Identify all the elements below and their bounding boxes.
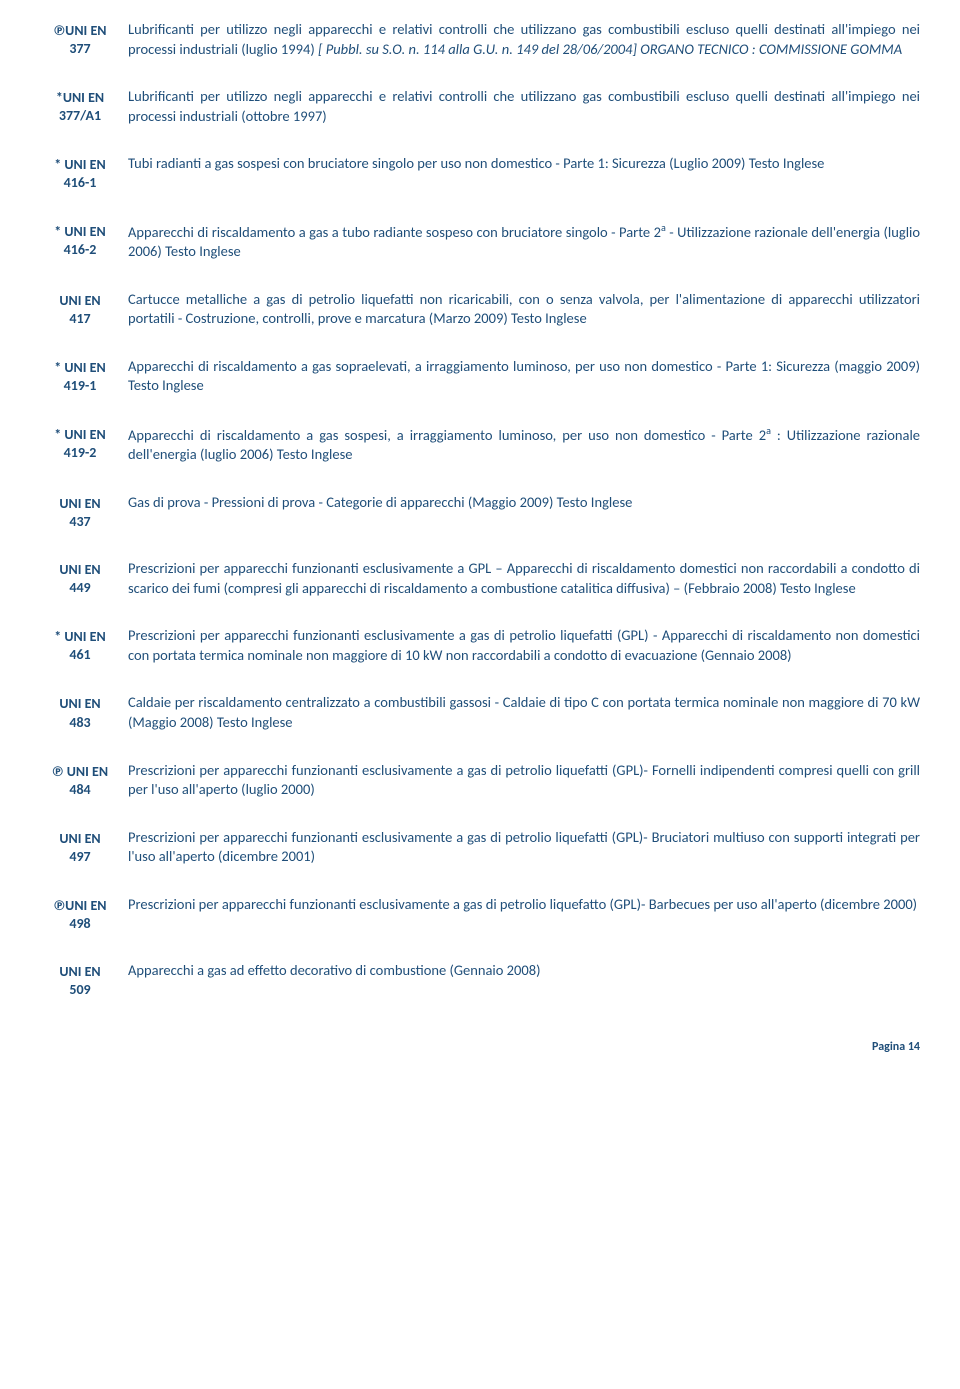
standard-description: Apparecchi di riscaldamento a gas a tubo… (120, 221, 920, 262)
standard-code: ℗UNI EN377 (40, 20, 120, 58)
page-footer: Pagina 14 (40, 1040, 920, 1054)
description-text: Cartucce metalliche a gas di petrolio li… (128, 290, 920, 328)
standard-entry: * UNI EN419-1Apparecchi di riscaldamento… (40, 357, 920, 396)
standard-description: Prescrizioni per apparecchi funzionanti … (120, 559, 920, 598)
standard-description: Tubi radianti a gas sospesi con bruciato… (120, 154, 920, 174)
standard-code: * UNI EN461 (40, 626, 120, 664)
standard-description: Apparecchi di riscaldamento a gas soprae… (120, 357, 920, 396)
code-line1: UNI EN (40, 695, 120, 713)
standard-code: UNI EN497 (40, 828, 120, 866)
description-text: Prescrizioni per apparecchi funzionanti … (128, 895, 917, 913)
code-line2: 417 (40, 310, 120, 328)
standard-description: Prescrizioni per apparecchi funzionanti … (120, 626, 920, 665)
standard-code: UNI EN449 (40, 559, 120, 597)
code-line2: 498 (40, 915, 120, 933)
description-text: Apparecchi di riscaldamento a gas a tubo… (128, 222, 661, 240)
code-line1: UNI EN (40, 495, 120, 513)
standard-description: Prescrizioni per apparecchi funzionanti … (120, 761, 920, 800)
standard-code: *UNI EN377/A1 (40, 87, 120, 125)
code-line1: * UNI EN (40, 628, 120, 646)
standard-code: * UNI EN416-1 (40, 154, 120, 192)
standard-description: Lubrificanti per utilizzo negli apparecc… (120, 87, 920, 126)
code-line2: 461 (40, 646, 120, 664)
standard-entry: ℗UNI EN377Lubrificanti per utilizzo negl… (40, 20, 920, 59)
standard-entry: * UNI EN461Prescrizioni per apparecchi f… (40, 626, 920, 665)
description-text: Apparecchi di riscaldamento a gas sospes… (128, 426, 766, 444)
description-text: Gas di prova - Pressioni di prova - Cate… (128, 493, 632, 511)
description-text: Apparecchi di riscaldamento a gas soprae… (128, 357, 920, 395)
code-line1: *UNI EN (40, 89, 120, 107)
code-line1: ℗ UNI EN (40, 763, 120, 781)
standard-code: * UNI EN419-1 (40, 357, 120, 395)
code-line2: 437 (40, 513, 120, 531)
standard-code: UNI EN417 (40, 290, 120, 328)
code-line1: * UNI EN (40, 426, 120, 444)
standard-entry: UNI EN509 Apparecchi a gas ad effetto dec… (40, 961, 920, 999)
standard-code: * UNI EN419-2 (40, 424, 120, 462)
standard-entry: UNI EN449Prescrizioni per apparecchi fun… (40, 559, 920, 598)
code-line2: 484 (40, 781, 120, 799)
description-text: Apparecchi a gas ad effetto decorativo d… (128, 961, 540, 979)
description-text: Prescrizioni per apparecchi funzionanti … (128, 626, 920, 664)
description-text: Prescrizioni per apparecchi funzionanti … (128, 559, 920, 597)
code-line1: UNI EN (40, 830, 120, 848)
code-line1: UNI EN (40, 292, 120, 310)
description-text: Lubrificanti per utilizzo negli apparecc… (128, 87, 920, 125)
standard-code: UNI EN483 (40, 693, 120, 731)
standard-description: Lubrificanti per utilizzo negli apparecc… (120, 20, 920, 59)
standard-description: Caldaie per riscaldamento centralizzato … (120, 693, 920, 732)
standard-code: UNI EN509 (40, 961, 120, 999)
standard-entry: * UNI EN416-1 Tubi radianti a gas sospesi… (40, 154, 920, 192)
standard-code: ℗UNI EN498 (40, 895, 120, 933)
standard-entry: * UNI EN416-2 Apparecchi di riscaldamento… (40, 221, 920, 262)
standard-description: Cartucce metalliche a gas di petrolio li… (120, 290, 920, 329)
code-line1: ℗UNI EN (40, 897, 120, 915)
code-line2: 497 (40, 848, 120, 866)
standard-code: ℗ UNI EN484 (40, 761, 120, 799)
code-line2: 419-1 (40, 377, 120, 395)
standard-entry: UNI EN483Caldaie per riscaldamento centr… (40, 693, 920, 732)
code-line2: 416-1 (40, 174, 120, 192)
code-line2: 483 (40, 714, 120, 732)
code-line2: 377/A1 (40, 107, 120, 125)
code-line1: UNI EN (40, 963, 120, 981)
standard-entry: ℗UNI EN498 Prescrizioni per apparecchi fu… (40, 895, 920, 933)
standard-description: Prescrizioni per apparecchi funzionanti … (120, 895, 920, 915)
description-text: Tubi radianti a gas sospesi con bruciato… (128, 154, 824, 172)
standard-description: Prescrizioni per apparecchi funzionanti … (120, 828, 920, 867)
code-line1: * UNI EN (40, 156, 120, 174)
standard-entry: *UNI EN377/A1Lubrificanti per utilizzo n… (40, 87, 920, 126)
code-line2: 449 (40, 579, 120, 597)
standard-entry: * UNI EN419-2 Apparecchi di riscaldament… (40, 424, 920, 465)
description-text: Prescrizioni per apparecchi funzionanti … (128, 828, 920, 866)
description-text: [ Pubbl. su S.O. n. 114 alla G.U. n. 149… (318, 40, 902, 58)
code-line2: 419-2 (40, 444, 120, 462)
code-line1: * UNI EN (40, 359, 120, 377)
standard-description: Apparecchi di riscaldamento a gas sospes… (120, 424, 920, 465)
code-line1: ℗UNI EN (40, 22, 120, 40)
standard-entry: ℗ UNI EN484Prescrizioni per apparecchi f… (40, 761, 920, 800)
code-line1: UNI EN (40, 561, 120, 579)
code-line1: * UNI EN (40, 223, 120, 241)
standard-description: Apparecchi a gas ad effetto decorativo d… (120, 961, 920, 981)
entries-list: ℗UNI EN377Lubrificanti per utilizzo negl… (40, 20, 920, 1000)
description-text: Prescrizioni per apparecchi funzionanti … (128, 761, 920, 799)
standard-code: * UNI EN416-2 (40, 221, 120, 259)
standard-code: UNI EN437 (40, 493, 120, 531)
standard-entry: UNI EN497Prescrizioni per apparecchi fun… (40, 828, 920, 867)
standard-entry: UNI EN437 Gas di prova - Pressioni di pro… (40, 493, 920, 531)
code-line2: 377 (40, 40, 120, 58)
standard-entry: UNI EN417Cartucce metalliche a gas di pe… (40, 290, 920, 329)
code-line2: 509 (40, 981, 120, 999)
standard-description: Gas di prova - Pressioni di prova - Cate… (120, 493, 920, 513)
description-text: Caldaie per riscaldamento centralizzato … (128, 693, 920, 731)
code-line2: 416-2 (40, 241, 120, 259)
